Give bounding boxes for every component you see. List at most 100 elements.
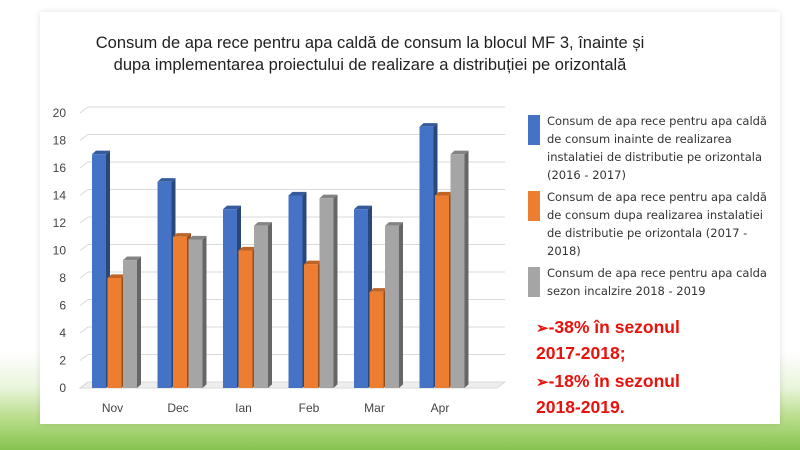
y-tick-label-12: 12	[53, 216, 67, 230]
y-tick-label-18: 18	[53, 134, 67, 148]
bar-top	[369, 288, 388, 292]
bar-top	[173, 233, 191, 237]
legend-item-series-1: Consum de apa rece pentru apa caldă de c…	[528, 112, 768, 184]
bar-front	[123, 260, 137, 388]
bar-top	[319, 194, 338, 199]
bar-top	[223, 205, 241, 210]
bar-side	[202, 235, 207, 388]
gridline-depth-14	[79, 189, 89, 196]
bar-top	[107, 274, 126, 278]
gridline-depth-6	[79, 299, 89, 306]
bar-top	[188, 235, 207, 240]
y-axis-ticks: 0 2 4 6 8 10 12 14 16 18 20	[53, 106, 67, 395]
bar-front	[385, 225, 399, 388]
savings-note-2-text: -18% în sezonul 2018-2019.	[536, 371, 680, 417]
bar-feb-series-3	[319, 194, 338, 388]
bar-front	[173, 236, 187, 388]
bar-front	[419, 126, 434, 388]
gridline-depth-0	[79, 381, 89, 389]
gridline-depth-10	[79, 244, 89, 251]
bar-front	[92, 154, 106, 388]
bar-front	[369, 291, 384, 388]
chart-title: Consum de apa rece pentru apa caldă de c…	[90, 32, 650, 76]
gridline-depth-4	[79, 326, 89, 334]
bar-mar-series-2	[369, 288, 388, 388]
gridline-depth-20	[79, 106, 89, 114]
x-axis-ticks: Nov Dec Ian Feb Mar Apr	[102, 401, 450, 415]
bar-apr-series-2	[435, 191, 453, 388]
legend-item-series-3: Consum de apa rece pentru apa calda sezo…	[528, 264, 768, 300]
bar-top	[288, 191, 307, 196]
bar-front	[288, 195, 303, 388]
bar-top	[419, 123, 438, 127]
y-tick-label-8: 8	[59, 271, 66, 285]
bar-top	[450, 150, 469, 155]
bar-dec-series-3	[188, 235, 207, 388]
x-tick-label-apr: Apr	[431, 401, 450, 415]
y-tick-label-20: 20	[53, 106, 67, 120]
bar-ian-series-1	[223, 205, 241, 388]
bar-ian-series-3	[254, 222, 272, 388]
chart-legend: Consum de apa rece pentru apa caldă de c…	[528, 112, 768, 304]
savings-note-1: ➢-38% în sezonul 2017-2018;	[536, 315, 786, 365]
bar-dec-series-1	[157, 178, 176, 388]
legend-swatch-series-1	[528, 115, 540, 145]
legend-label-series-1: Consum de apa rece pentru apa caldă de c…	[547, 114, 767, 182]
x-tick-label-dec: Dec	[167, 401, 188, 415]
bar-side	[399, 222, 403, 388]
legend-item-series-2: Consum de apa rece pentru apa caldă de c…	[528, 188, 768, 260]
bar-nov-series-2	[107, 274, 126, 388]
bar-mar-series-1	[354, 205, 372, 388]
bar-front	[238, 250, 253, 388]
x-tick-label-nov: Nov	[102, 401, 123, 415]
bar-mar-series-3	[385, 222, 403, 388]
gridline-depth-12	[79, 216, 89, 224]
bar-side	[268, 222, 272, 388]
y-tick-label-14: 14	[53, 189, 67, 203]
bar-top	[354, 205, 372, 210]
gridline-depth-18	[79, 134, 89, 141]
bar-apr-series-1	[419, 123, 438, 389]
bar-nov-series-3	[123, 256, 141, 388]
gridline-depth-8	[79, 271, 89, 279]
bar-front	[435, 195, 449, 388]
bar-top	[92, 150, 110, 155]
bar-front	[107, 278, 122, 388]
bar-top	[385, 222, 403, 226]
arrow-bullet-icon: ➢	[536, 320, 549, 337]
bar-front	[254, 225, 268, 388]
bar-nov-series-1	[92, 150, 110, 388]
bar-apr-series-3	[450, 150, 469, 388]
y-tick-label-6: 6	[59, 299, 66, 313]
x-tick-label-mar: Mar	[364, 401, 385, 415]
bar-top	[238, 246, 257, 251]
x-tick-label-feb: Feb	[299, 401, 320, 415]
savings-notes: ➢-38% în sezonul 2017-2018; ➢-18% în sez…	[536, 315, 786, 423]
bar-top	[157, 178, 176, 182]
bar-ian-series-2	[238, 246, 257, 388]
bar-feb-series-2	[304, 260, 322, 388]
gridline-depth-16	[79, 161, 89, 169]
bar-front	[319, 198, 334, 388]
y-tick-label-10: 10	[53, 244, 67, 258]
bar-side	[137, 256, 141, 388]
bar-front	[188, 239, 203, 388]
bar-front	[223, 209, 237, 388]
bar-front	[354, 209, 368, 388]
bar-front	[304, 264, 318, 388]
bar-front	[450, 154, 465, 388]
bar-top	[304, 260, 322, 265]
bar-top	[435, 191, 453, 196]
y-tick-label-2: 2	[59, 354, 66, 368]
legend-swatch-series-2	[528, 191, 540, 221]
savings-note-2: ➢-18% în sezonul 2018-2019.	[536, 369, 786, 419]
arrow-bullet-icon: ➢	[536, 374, 549, 391]
y-tick-label-4: 4	[59, 326, 66, 340]
legend-label-series-2: Consum de apa rece pentru apa caldă de c…	[547, 190, 767, 258]
legend-label-series-3: Consum de apa rece pentru apa calda sezo…	[547, 266, 767, 298]
bar-top	[123, 256, 141, 261]
chart-title-line-1: Consum de apa rece pentru apa caldă de c…	[95, 34, 645, 52]
gridline-depth-2	[79, 354, 89, 361]
bar-side	[333, 194, 338, 388]
